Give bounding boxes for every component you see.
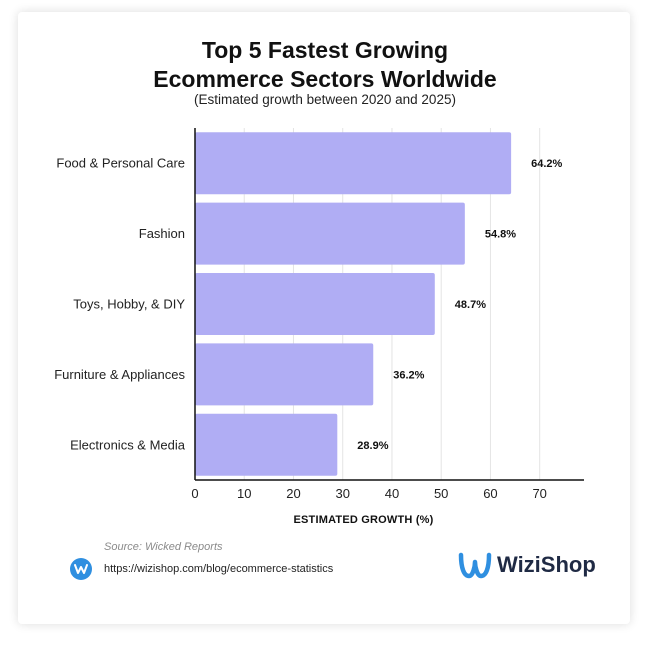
- category-label: Fashion: [139, 226, 185, 241]
- wizishop-logo: WiziShop: [458, 550, 596, 580]
- data-label: 48.7%: [455, 299, 486, 311]
- bar: [195, 273, 435, 335]
- x-tick-label: 0: [191, 486, 198, 501]
- x-tick-label: 40: [385, 486, 399, 501]
- wizishop-circle-icon: [70, 558, 92, 580]
- data-label: 64.2%: [531, 158, 562, 170]
- chart-title-line-2: Ecommerce Sectors Worldwide: [153, 66, 497, 92]
- bar: [195, 343, 374, 406]
- data-label: 36.2%: [393, 369, 424, 381]
- category-label: Toys, Hobby, & DIY: [73, 297, 185, 312]
- x-tick-label: 50: [434, 486, 448, 501]
- chart-title-line-1: Top 5 Fastest Growing: [201, 37, 449, 63]
- source-note: Source: Wicked Reports: [104, 541, 223, 553]
- category-label: Food & Personal Care: [56, 156, 185, 171]
- brand-name: WiziShop: [497, 552, 596, 577]
- x-tick-label: 30: [335, 486, 349, 501]
- x-tick-label: 60: [483, 486, 497, 501]
- category-label: Electronics & Media: [70, 437, 186, 452]
- chart-title: Top 5 Fastest Growing Ecommerce Sectors …: [0, 36, 650, 94]
- bar: [195, 132, 512, 195]
- x-tick-label: 70: [532, 486, 546, 501]
- x-tick-label: 10: [237, 486, 251, 501]
- wizishop-logo-icon: [458, 552, 492, 579]
- data-label: 28.9%: [357, 440, 388, 452]
- source-url-link[interactable]: https://wizishop.com/blog/ecommerce-stat…: [104, 563, 334, 575]
- x-tick-label: 20: [286, 486, 300, 501]
- category-label: Furniture & Appliances: [54, 367, 185, 382]
- bar: [195, 413, 338, 476]
- bar: [195, 202, 465, 265]
- url-row: https://wizishop.com/blog/ecommerce-stat…: [70, 557, 333, 581]
- x-axis-label: ESTIMATED GROWTH (%): [293, 514, 433, 526]
- data-label: 54.8%: [485, 229, 516, 241]
- chart-subtitle: (Estimated growth between 2020 and 2025): [194, 92, 456, 107]
